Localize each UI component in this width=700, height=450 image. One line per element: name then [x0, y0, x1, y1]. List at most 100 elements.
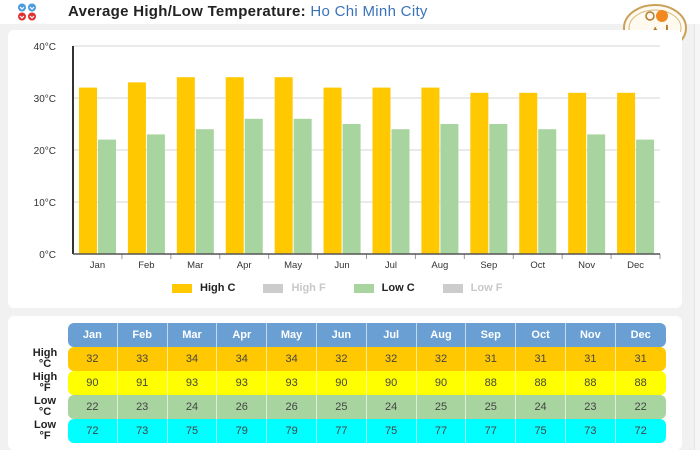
table-row-low-f: Low °F 72 73 75 79 79 77 75 77 77 75 73 72: [22, 419, 666, 443]
table-cell: 75: [366, 419, 417, 443]
month-header: Sep: [466, 323, 517, 347]
bar-high-c: [617, 92, 636, 254]
bar-high-c: [79, 87, 97, 254]
month-header: Dec: [615, 323, 666, 347]
table-cell: 32: [416, 347, 467, 371]
bar-low-c: [391, 129, 410, 254]
bar-low-c: [587, 134, 606, 254]
month-header: May: [267, 323, 317, 347]
legend-label: High F: [291, 282, 326, 294]
temperature-chart: 0°C 10°C 20°C 30°C 40°C Jan Feb Mar Apr May Jun Jul…: [34, 42, 661, 271]
table-cell: 72: [68, 419, 118, 443]
legend-item-high-c[interactable]: High C: [172, 282, 235, 294]
table-cell: 73: [117, 419, 168, 443]
month-header: Nov: [565, 323, 616, 347]
bar-high-c: [274, 77, 293, 254]
table-cell: 25: [466, 395, 517, 419]
table-cell: 34: [217, 347, 268, 371]
bar-high-c: [225, 77, 244, 254]
bar-low-c: [146, 134, 165, 254]
bar-high-c: [323, 87, 342, 254]
table-cell: 32: [316, 347, 367, 371]
month-header: Oct: [516, 323, 566, 347]
table-cell: 77: [316, 419, 367, 443]
table-cell: 73: [565, 419, 616, 443]
row-label: High °F: [32, 371, 58, 394]
x-tick-label: Jul: [385, 260, 397, 271]
month-header: Mar: [167, 323, 218, 347]
header-cells: Jan Feb Mar Apr May Jun Jul Aug Sep Oct Nov Dec: [68, 323, 666, 347]
table-cell: 32: [366, 347, 417, 371]
month-header: Jun: [316, 323, 367, 347]
weather-units-icon[interactable]: [17, 3, 39, 21]
table-row-high-c: High °C 32 33 34 34 34 32 32 32 31 31 31 31: [22, 347, 666, 371]
table-row-low-c: Low °C 22 23 24 26 26 25 24 25 25 24 23 22: [22, 395, 666, 419]
bar-low-c: [98, 139, 116, 254]
table-row-high-f: High °F 90 91 93 93 93 90 90 90 88 88 88 88: [22, 371, 666, 395]
bar-high-c: [519, 92, 538, 254]
x-tick-label: Sep: [480, 260, 497, 271]
month-header: Aug: [416, 323, 467, 347]
table-cell: 25: [316, 395, 367, 419]
title-text: Average High/Low Temperature:: [68, 3, 306, 20]
table-cell: 32: [68, 347, 118, 371]
row-label: High °C: [32, 347, 58, 370]
bar-low-c: [342, 124, 361, 254]
bar-high-c: [470, 92, 489, 254]
table-cell: 24: [167, 395, 218, 419]
legend-swatch: [263, 283, 284, 293]
bar-high-c: [176, 77, 195, 254]
month-header: Apr: [217, 323, 268, 347]
table-cell: 31: [516, 347, 566, 371]
row-cells: 90 91 93 93 93 90 90 90 88 88 88 88: [68, 371, 666, 395]
x-tick-label: Aug: [431, 260, 448, 271]
x-tick-label: Dec: [627, 260, 644, 271]
bar-low-c: [293, 118, 312, 254]
y-tick-label: 40°C: [34, 42, 56, 53]
legend-swatch: [353, 283, 374, 293]
table-cell: 79: [217, 419, 268, 443]
x-tick-label: Mar: [187, 260, 203, 271]
table-cell: 77: [466, 419, 517, 443]
bar-high-c: [421, 87, 440, 254]
x-tick-label: May: [284, 260, 302, 271]
table-cell: 90: [316, 371, 367, 395]
y-tick-label: 0°C: [39, 250, 56, 261]
table-cell: 26: [267, 395, 317, 419]
legend-label: Low C: [381, 282, 415, 294]
table-cell: 91: [117, 371, 168, 395]
page-title: Average High/Low Temperature: Ho Chi Min…: [68, 3, 428, 20]
x-tick-label: Nov: [578, 260, 595, 271]
table-cell: 24: [366, 395, 417, 419]
table-cell: 31: [615, 347, 666, 371]
table-cell: 90: [68, 371, 118, 395]
legend-item-low-f[interactable]: Low F: [442, 282, 502, 294]
bar-high-c: [127, 82, 146, 255]
row-label: Low °F: [34, 419, 56, 442]
legend-label: High C: [200, 282, 236, 294]
legend-item-high-f[interactable]: High F: [263, 282, 326, 294]
x-tick-label: Apr: [237, 260, 252, 271]
table-cell: 25: [416, 395, 467, 419]
table-cell: 75: [167, 419, 218, 443]
table-cell: 72: [615, 419, 666, 443]
table-cell: 93: [267, 371, 317, 395]
city-name: Ho Chi Minh City: [310, 3, 428, 20]
scrollbar[interactable]: [694, 24, 700, 450]
table-cell: 88: [516, 371, 566, 395]
table-cell: 79: [267, 419, 317, 443]
row-cells: 32 33 34 34 34 32 32 32 31 31 31 31: [68, 347, 666, 371]
temperature-table: Jan Feb Mar Apr May Jun Jul Aug Sep Oct Nov Dec High…: [22, 323, 666, 443]
table-cell: 88: [466, 371, 517, 395]
table-cell: 26: [217, 395, 268, 419]
legend-item-low-c[interactable]: Low C: [353, 282, 415, 294]
bar-low-c: [636, 139, 655, 254]
y-tick-label: 20°C: [34, 146, 56, 157]
month-header: Jul: [366, 323, 417, 347]
y-tick-label: 10°C: [34, 198, 56, 209]
page-header: Average High/Low Temperature: Ho Chi Min…: [0, 0, 700, 24]
table-cell: 93: [217, 371, 268, 395]
x-tick-label: Oct: [530, 260, 545, 271]
bar-low-c: [538, 129, 557, 254]
legend-swatch: [172, 283, 192, 293]
